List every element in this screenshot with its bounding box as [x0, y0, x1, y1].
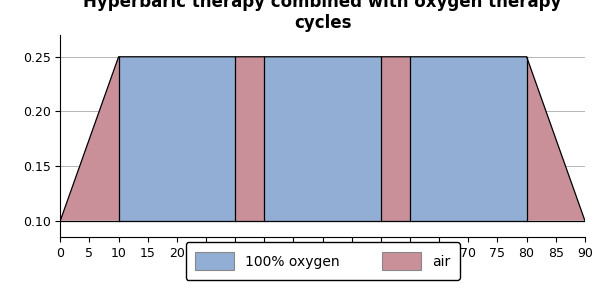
Polygon shape: [119, 57, 235, 221]
Legend: 100% oxygen, air: 100% oxygen, air: [186, 242, 459, 280]
Title: Hyperbaric therapy combined with oxygen therapy
cycles: Hyperbaric therapy combined with oxygen …: [83, 0, 562, 32]
Polygon shape: [264, 57, 381, 221]
Polygon shape: [381, 57, 410, 221]
Polygon shape: [235, 57, 264, 221]
Polygon shape: [60, 57, 585, 221]
Polygon shape: [410, 57, 526, 221]
X-axis label: time [min]: time [min]: [278, 262, 367, 278]
